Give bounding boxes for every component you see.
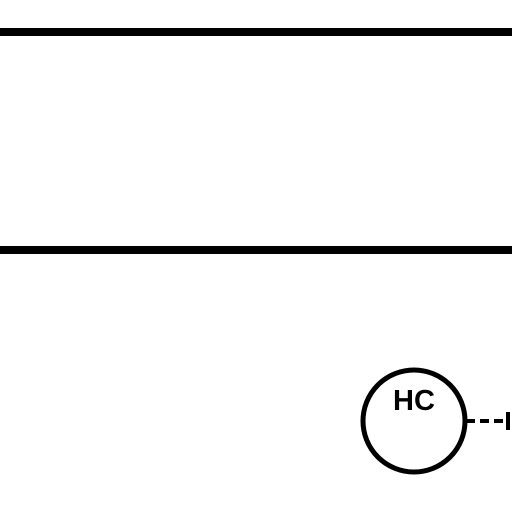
hc-node-circle bbox=[360, 367, 468, 475]
hc-node-label: HC bbox=[393, 385, 435, 417]
middle-horizontal-line bbox=[0, 246, 512, 254]
top-horizontal-line bbox=[0, 28, 512, 36]
